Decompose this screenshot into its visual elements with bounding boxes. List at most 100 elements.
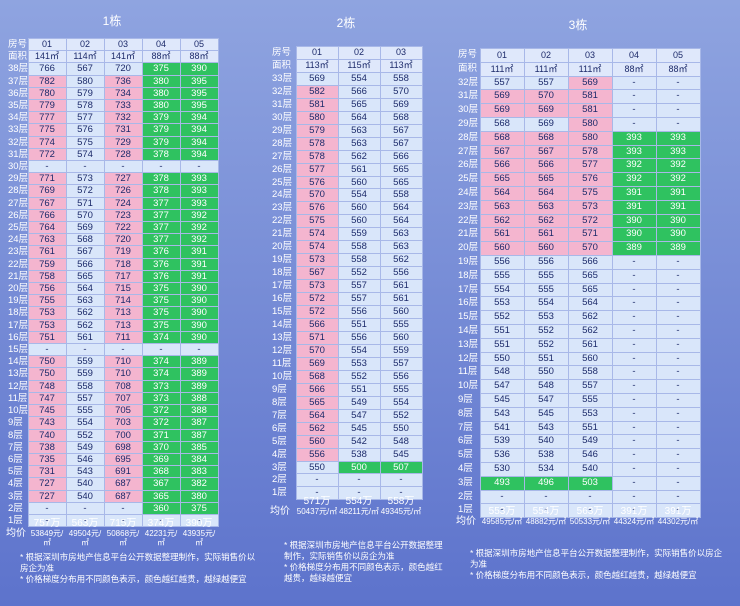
floor-row: 28层 578 563 567 [270,136,423,151]
price-cell: 566 [295,318,339,332]
price-cell: 500 [337,460,381,475]
avg-label: 均价 [270,506,290,517]
price-cell: 551 [479,337,525,353]
price-cell: 534 [523,461,569,477]
price-cell: 376 [141,269,181,284]
floor-label: 4层 [272,448,287,460]
price-cell: 713 [103,318,143,332]
price-cell: 562 [379,253,423,268]
floor-label: 17层 [272,280,293,292]
price-cell: 551 [567,420,613,436]
price-cell: 698 [103,440,143,454]
price-cell: - [611,75,657,91]
floor-label: 2层 [8,502,23,514]
price-cell: - [655,420,701,436]
price-cell: 573 [295,253,339,268]
price-cell: - [27,513,67,528]
price-cell: 567 [295,266,339,281]
price-cell: - [611,461,657,477]
price-cell: 564 [379,214,423,229]
avg-label: 均价 [6,528,26,539]
floor-label: 28层 [458,131,479,143]
price-cell: 385 [179,440,219,454]
price-cell: - [65,160,105,174]
price-cell: 564 [379,201,423,216]
floor-label: 37层 [8,75,28,87]
price-cell: - [655,448,701,463]
price-cell: 566 [295,382,339,397]
avg-total: 391万 [620,506,648,517]
price-cell: 554 [337,188,381,203]
price-cell: 555 [523,268,569,284]
price-cell: - [655,365,701,381]
price-cell: 576 [295,175,339,190]
price-cell: 561 [65,330,105,345]
floor-row: 6层 562 545 550 [270,421,423,436]
floor-label: 31层 [458,90,479,102]
floor-row: 9层 743 554 703 372 387 [6,416,219,430]
price-cell: 578 [295,136,339,151]
price-cell: 556 [337,305,381,320]
price-cell: 563 [337,136,381,151]
floor-row: 10层 568 552 556 [270,369,423,384]
price-cell: 560 [379,330,423,345]
unit-number: 01 [27,37,67,52]
price-cell: 380 [141,74,181,88]
price-cell: 549 [337,395,381,410]
price-cell: 545 [523,406,569,422]
price-cell: 546 [567,448,613,463]
unit-header-row: 房号 01 02 03 [270,46,423,60]
price-cell: 727 [27,477,67,491]
price-cell: - [179,343,219,357]
price-cell: 545 [479,392,525,408]
price-cell: 563 [479,199,525,215]
price-table: 房号 01 02 03 04 05 面积 141㎡ 114㎡ 141㎡ 88㎡ 88㎡ 38层 766 56… [6,37,219,528]
floor-row: 14层 566 551 555 [270,318,423,332]
price-cell: 774 [27,135,67,149]
price-cell: 391 [655,199,701,215]
floor-row: 18层 555 555 565- - [456,268,701,284]
price-cell: 750 [27,355,67,369]
price-cell: 557 [479,75,525,91]
price-cell: 507 [379,460,423,475]
floor-label: 16层 [458,297,479,309]
price-cell: 546 [65,452,105,467]
price-cell: - [655,254,701,270]
price-cell: 573 [295,279,339,294]
price-cell: 559 [65,367,105,381]
unit-number: 04 [611,48,657,63]
price-cell: 568 [295,369,339,384]
price-cell: 390 [179,294,219,308]
floor-label: 5层 [272,435,287,447]
floor-label: 24层 [272,189,293,201]
price-cell: 562 [567,310,613,325]
floor-row: 10层 547 548 557- - [456,379,701,394]
price-cell: 563 [523,199,569,215]
floor-row: 31层 772 574 728 378 394 [6,147,219,162]
price-cell: 707 [103,391,143,406]
price-cell: 562 [523,213,569,229]
price-cell: 570 [379,84,423,99]
price-cell: - [655,282,701,298]
area-label: 面积 [458,62,478,74]
unit-area: 115㎡ [337,58,381,73]
unit-area: 111㎡ [523,61,569,77]
price-cell: - [655,89,701,105]
price-cell: - [567,503,613,519]
floor-row: 33层 775 576 731 379 394 [6,123,219,137]
floor-label: 27层 [272,150,293,162]
avg-cell: 558万 49345元/㎡ [380,496,422,516]
floor-label: 10层 [272,370,293,382]
price-cell: 731 [27,465,67,479]
floor-row: 23层 563 563 573 391 391 [456,199,701,215]
price-cell: 579 [295,123,339,138]
price-cell: 555 [65,404,105,418]
unit-header-row: 房号 01 02 03 04 05 [456,48,701,63]
floor-row: 11层 548 550 558- - [456,365,701,381]
floor-label: 20层 [458,242,479,254]
price-cell: 496 [523,475,569,491]
floor-row: 22层 575 560 564 [270,214,423,229]
price-cell: 731 [103,123,143,137]
price-cell: 379 [141,135,181,149]
price-cell: 375 [141,62,181,76]
